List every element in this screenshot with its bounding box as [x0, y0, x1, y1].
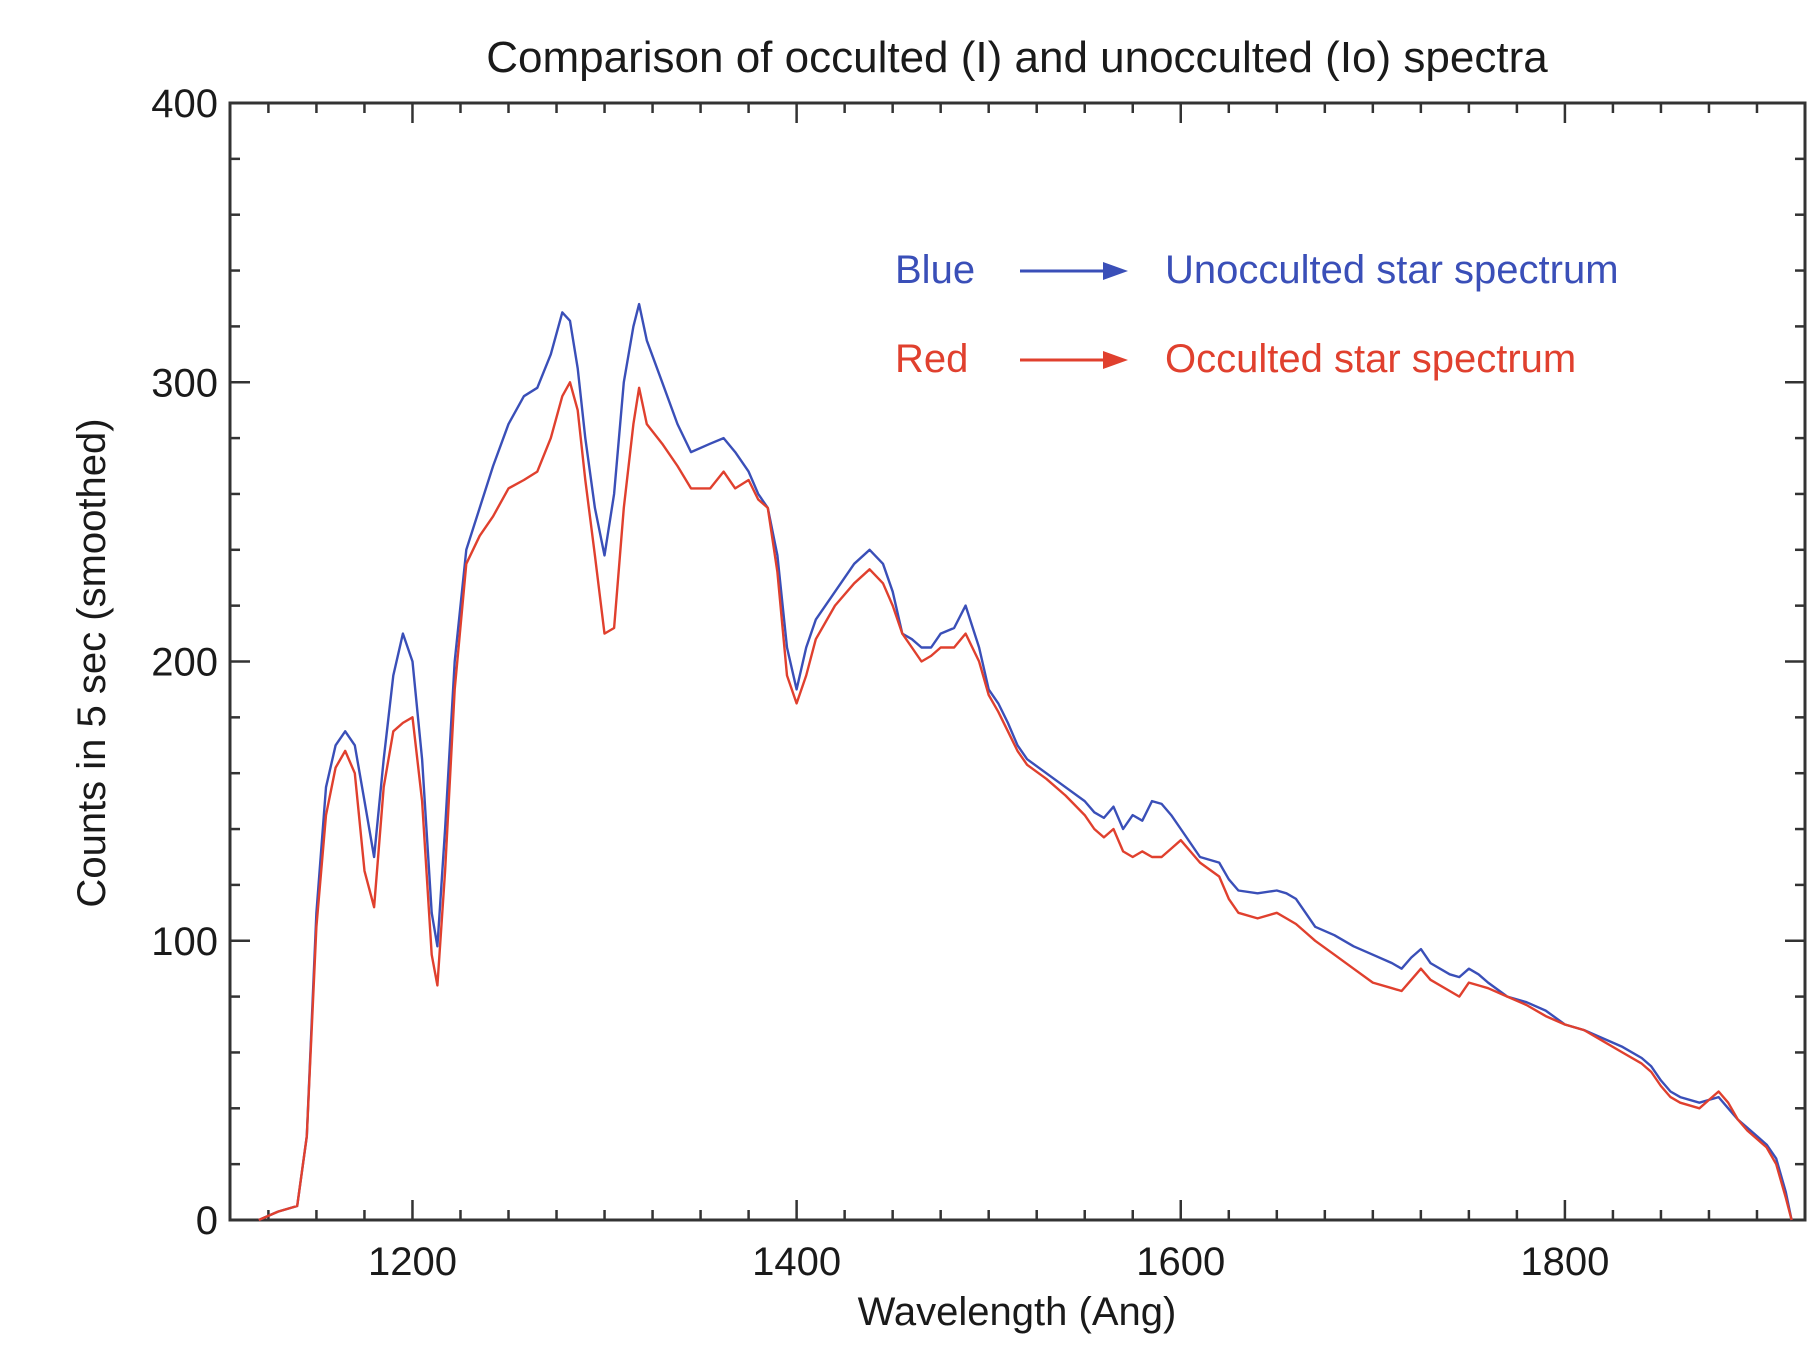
series-layer	[258, 302, 1793, 1222]
legend: Blue Unocculted star spectrum Red Occult…	[895, 248, 1619, 381]
legend-label-blue: Unocculted star spectrum	[1165, 248, 1619, 292]
chart-title: Comparison of occulted (I) and unocculte…	[486, 33, 1548, 82]
plot-frame	[228, 101, 1807, 1222]
series-line-occulted	[258, 381, 1793, 1222]
y-tick-labels: 0 100 200 300 400	[151, 82, 218, 1243]
legend-arrow-red-head	[1103, 351, 1128, 369]
y-tick-label: 100	[151, 920, 218, 964]
series-line-unocculted	[258, 302, 1793, 1222]
x-tick-label: 1800	[1520, 1240, 1609, 1284]
legend-key-blue: Blue	[895, 248, 975, 292]
y-tick-label: 400	[151, 82, 218, 126]
y-tick-label: 200	[151, 641, 218, 685]
x-tick-label: 1600	[1136, 1240, 1225, 1284]
x-tick-label: 1200	[368, 1240, 457, 1284]
axis-ticks	[230, 101, 1807, 1222]
x-axis-label: Wavelength (Ang)	[858, 1290, 1177, 1334]
x-tick-label: 1400	[752, 1240, 841, 1284]
y-tick-label: 300	[151, 361, 218, 405]
legend-arrow-blue-head	[1103, 262, 1128, 280]
legend-entry-red: Red Occulted star spectrum	[895, 337, 1576, 381]
legend-entry-blue: Blue Unocculted star spectrum	[895, 248, 1619, 292]
y-axis-label: Counts in 5 sec (smoothed)	[70, 418, 114, 907]
y-tick-label: 0	[196, 1199, 218, 1243]
legend-label-red: Occulted star spectrum	[1165, 337, 1576, 381]
legend-key-red: Red	[895, 337, 968, 381]
x-tick-labels: 1200 1400 1600 1800	[368, 1240, 1609, 1284]
